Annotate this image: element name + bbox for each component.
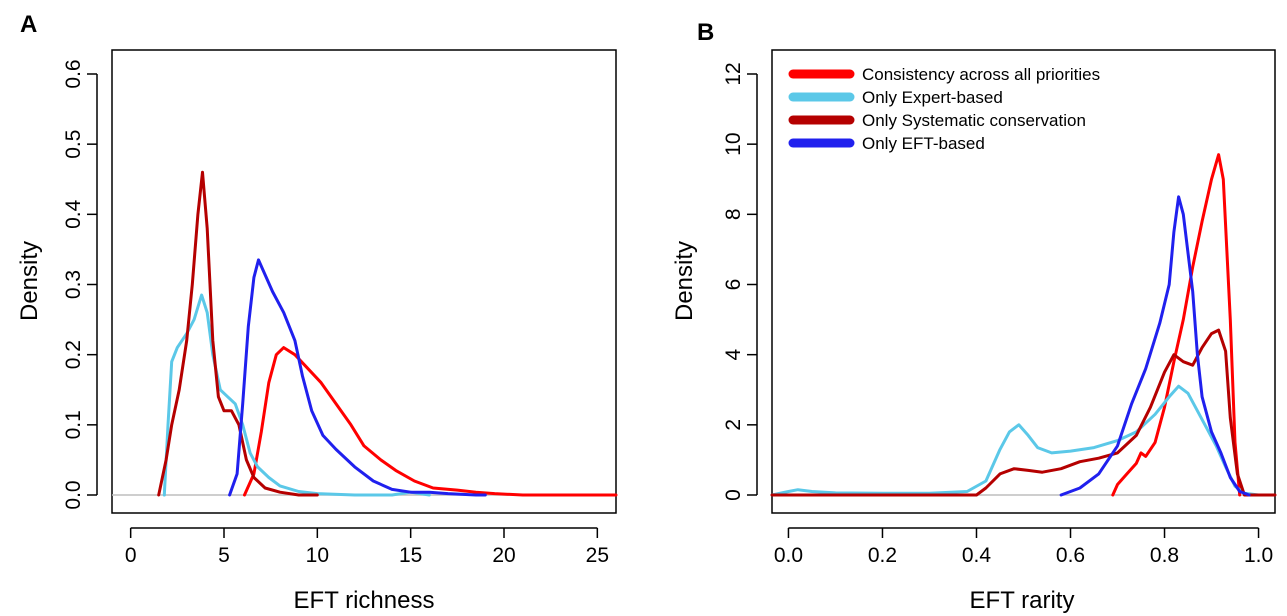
x-tick-label: 15 — [399, 544, 422, 567]
x-tick-label: 20 — [492, 544, 515, 567]
x-tick-label: 0.2 — [868, 544, 897, 567]
x-tick-label: 10 — [306, 544, 329, 567]
panel-a: A 0 5 10 15 20 25 0.0 0.1 0.2 0.3 0.4 0.5 0.6 EFT r… — [16, 11, 618, 614]
legend-entry: Only Expert-based — [862, 88, 1003, 107]
y-tick-label: 0.1 — [62, 410, 85, 439]
series-line-consistency-across-all-priorities — [1111, 153, 1242, 497]
series-line-consistency-across-all-priorities — [243, 346, 618, 497]
y-tick-label: 0 — [722, 489, 745, 501]
series-line-only-eft-based — [228, 258, 487, 497]
y-tick-label: 8 — [722, 208, 745, 220]
y-tick-label: 12 — [722, 62, 745, 85]
y-tick-label: 0.3 — [62, 270, 85, 299]
panel-a-label: A — [20, 11, 37, 38]
panel-b: B 0.0 0.2 0.4 0.6 0.8 1.0 0 2 4 6 8 10 12 Consisten… — [671, 19, 1277, 614]
panel-a-plot-area — [111, 49, 617, 514]
legend-entry: Only Systematic conservation — [862, 111, 1086, 130]
x-tick-label: 0.6 — [1056, 544, 1085, 567]
panel-b-y-axis-title: Density — [671, 241, 698, 321]
y-tick-label: 0.2 — [62, 340, 85, 369]
x-tick-label: 5 — [218, 544, 230, 567]
legend: Consistency across all priorities Only Ex… — [788, 65, 1100, 153]
y-tick-label: 6 — [722, 279, 745, 291]
x-tick-label: 0.8 — [1150, 544, 1179, 567]
panel-b-label: B — [697, 19, 714, 46]
y-tick-label: 0.6 — [62, 59, 85, 88]
legend-entry: Only EFT-based — [862, 134, 985, 153]
y-tick-label: 0.0 — [62, 480, 85, 509]
panel-b-plot-area — [771, 49, 1276, 514]
x-tick-label: 0 — [125, 544, 137, 567]
y-tick-label: 0.5 — [62, 130, 85, 159]
x-tick-label: 25 — [586, 544, 609, 567]
y-tick-label: 4 — [722, 349, 745, 361]
y-tick-label: 2 — [722, 419, 745, 431]
y-tick-label: 0.4 — [62, 199, 85, 229]
panel-a-y-axis-title: Density — [16, 241, 43, 321]
panel-b-x-axis-title: EFT rarity — [970, 587, 1075, 614]
series-line-only-systematic-conservation — [770, 328, 1277, 497]
x-tick-label: 0.4 — [962, 544, 992, 567]
series-line-only-eft-based — [1059, 195, 1251, 497]
panel-a-x-axis-title: EFT richness — [294, 587, 435, 614]
y-tick-label: 10 — [722, 132, 745, 155]
series-line-only-expert-based — [770, 384, 1260, 497]
x-tick-label: 0.0 — [774, 544, 803, 567]
series-line-only-expert-based — [162, 293, 431, 497]
legend-entry: Consistency across all priorities — [862, 65, 1100, 84]
series-line-only-systematic-conservation — [157, 170, 319, 497]
x-tick-label: 1.0 — [1244, 544, 1273, 567]
